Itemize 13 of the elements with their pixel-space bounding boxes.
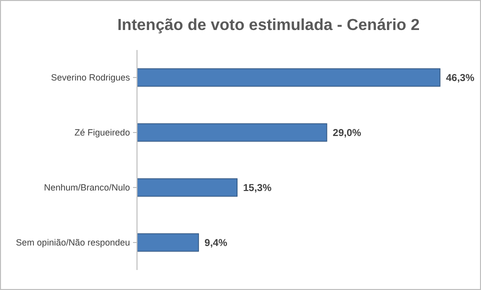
chart-title: Intenção de voto estimulada - Cenário 2 <box>117 17 420 34</box>
bar <box>136 178 238 197</box>
data-label: 15,3% <box>243 183 272 194</box>
data-label: 9,4% <box>204 238 228 249</box>
data-label: 29,0% <box>332 128 362 139</box>
y-tick-label: Severino Rodrigues <box>50 72 130 83</box>
y-tick-label: Nenhum/Branco/Nulo <box>44 182 130 193</box>
y-tick-label: Zé Figueiredo <box>74 128 130 138</box>
bar <box>136 123 328 142</box>
data-label: 46,3% <box>446 73 474 84</box>
bar <box>136 233 199 252</box>
y-tick-label: Sem opinião/Não respondeu <box>16 238 130 248</box>
bar <box>136 68 440 87</box>
